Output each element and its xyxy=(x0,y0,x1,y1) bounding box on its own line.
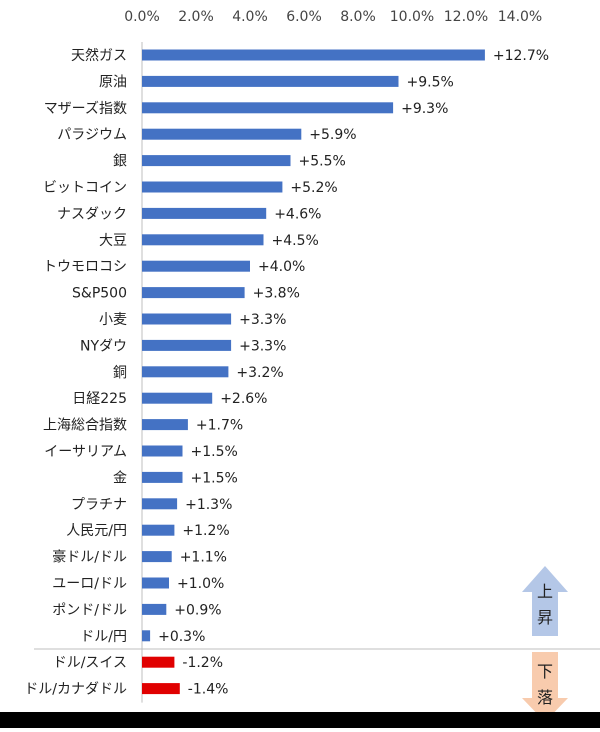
data-label: +9.3% xyxy=(401,101,448,117)
bar xyxy=(142,657,174,668)
up-label-char: 上 xyxy=(537,582,553,601)
data-label: +3.2% xyxy=(236,365,283,381)
data-label: +1.5% xyxy=(191,470,238,486)
bar xyxy=(142,472,183,483)
data-label: +12.7% xyxy=(493,48,549,64)
data-label: +4.6% xyxy=(274,206,321,222)
category-label: 天然ガス xyxy=(71,47,127,64)
category-label: S&P500 xyxy=(72,286,127,302)
x-tick-label: 12.0% xyxy=(444,9,488,25)
bar xyxy=(142,314,231,325)
bar xyxy=(142,366,228,377)
bar xyxy=(142,287,245,298)
category-label: 銅 xyxy=(113,365,127,381)
bar xyxy=(142,234,264,245)
category-label: トウモロコシ xyxy=(43,259,127,275)
category-label: ポンド/ドル xyxy=(52,602,127,618)
category-label: ビットコイン xyxy=(43,180,127,196)
category-label: 銀 xyxy=(113,154,127,170)
x-tick-label: 4.0% xyxy=(232,9,268,25)
bar xyxy=(142,525,174,536)
category-label: 日経225 xyxy=(72,391,127,407)
data-label: +3.3% xyxy=(239,312,286,328)
bar xyxy=(142,446,183,457)
category-label: ユーロ/ドル xyxy=(52,576,127,592)
category-label: NYダウ xyxy=(80,338,127,354)
category-label: 豪ドル/ドル xyxy=(52,550,127,566)
category-label: 小麦 xyxy=(99,312,127,328)
bar xyxy=(142,393,212,404)
data-label: +9.5% xyxy=(407,74,454,90)
category-label: ドル/カナダドル xyxy=(24,682,127,698)
bar xyxy=(142,340,231,351)
category-label: ドル/スイス xyxy=(53,655,127,671)
bar xyxy=(142,630,150,641)
data-label: +5.5% xyxy=(299,154,346,170)
down-label-char: 下 xyxy=(537,662,553,681)
bottom-bar xyxy=(0,712,600,728)
category-label: 金 xyxy=(113,470,127,486)
data-label: +3.3% xyxy=(239,338,286,354)
bar xyxy=(142,419,188,430)
x-tick-label: 2.0% xyxy=(178,9,214,25)
x-tick-label: 0.0% xyxy=(124,9,160,25)
bar xyxy=(142,578,169,589)
data-label: -1.4% xyxy=(188,682,229,698)
category-label: 原油 xyxy=(99,74,127,90)
data-label: +1.1% xyxy=(180,550,227,566)
data-label: -1.2% xyxy=(182,655,223,671)
bar xyxy=(142,76,399,87)
bar xyxy=(142,208,266,219)
down-label-char: 落 xyxy=(537,688,553,707)
x-tick-label: 14.0% xyxy=(498,9,542,25)
bar xyxy=(142,604,166,615)
category-label: 上海総合指数 xyxy=(43,418,127,434)
bar xyxy=(142,129,301,140)
bar xyxy=(142,182,282,193)
data-label: +3.8% xyxy=(253,286,300,302)
category-label: イーサリアム xyxy=(44,444,127,460)
category-label: マザーズ指数 xyxy=(44,101,127,117)
bar xyxy=(142,498,177,509)
bar xyxy=(142,551,172,562)
up-label-char: 昇 xyxy=(537,608,553,627)
x-tick-label: 8.0% xyxy=(340,9,376,25)
data-label: +1.0% xyxy=(177,576,224,592)
data-label: +1.7% xyxy=(196,418,243,434)
bar xyxy=(142,50,485,61)
bar xyxy=(142,683,180,694)
x-tick-label: 6.0% xyxy=(286,9,322,25)
data-label: +5.9% xyxy=(309,127,356,143)
data-label: +1.2% xyxy=(182,523,229,539)
category-label: 人民元/円 xyxy=(66,523,127,539)
data-label: +0.9% xyxy=(174,602,221,618)
bar xyxy=(142,155,291,166)
data-label: +1.3% xyxy=(185,497,232,513)
data-label: +5.2% xyxy=(290,180,337,196)
category-label: ナスダック xyxy=(57,206,127,222)
category-label: 大豆 xyxy=(99,233,127,249)
data-label: +4.0% xyxy=(258,259,305,275)
data-label: +1.5% xyxy=(191,444,238,460)
data-label: +0.3% xyxy=(158,629,205,645)
category-label: ドル/円 xyxy=(80,629,127,645)
data-label: +2.6% xyxy=(220,391,267,407)
data-label: +4.5% xyxy=(272,233,319,249)
bar xyxy=(142,261,250,272)
category-label: プラチナ xyxy=(71,497,127,513)
category-label: パラジウム xyxy=(57,127,127,143)
bar xyxy=(142,102,393,113)
x-tick-label: 10.0% xyxy=(390,9,434,25)
